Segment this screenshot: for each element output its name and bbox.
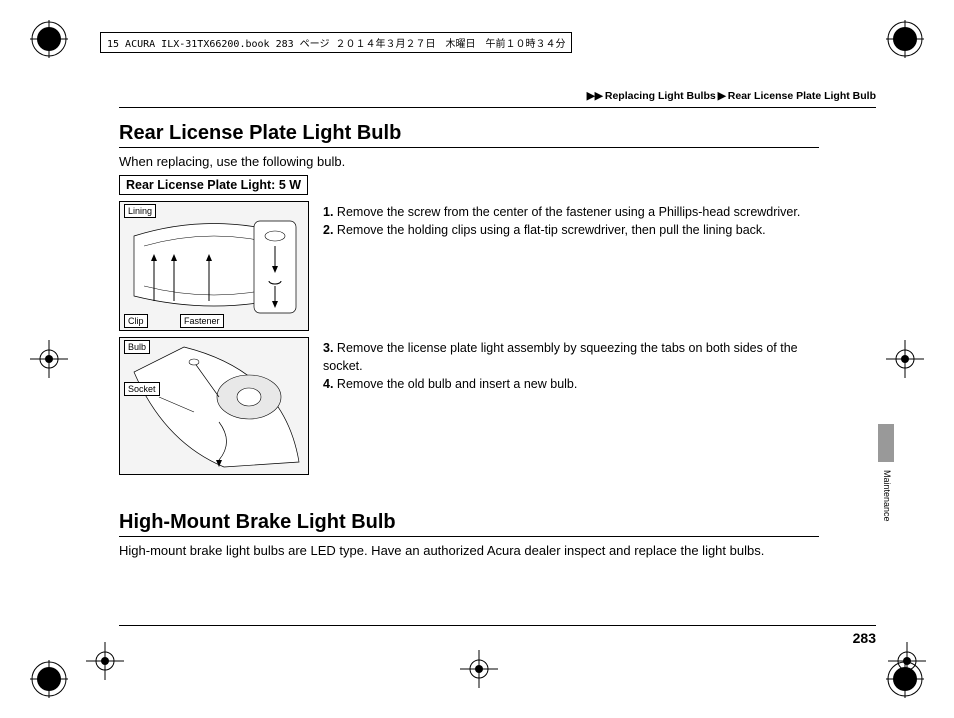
divider: [119, 147, 819, 148]
step-text: Remove the license plate light assembly …: [323, 341, 798, 373]
breadcrumb-arrow-icon: ▶: [718, 90, 726, 102]
diagram-label: Clip: [124, 314, 148, 328]
section-tab: [878, 424, 894, 462]
breadcrumb-part: Replacing Light Bulbs: [605, 90, 716, 102]
breadcrumb-part: Rear License Plate Light Bulb: [728, 90, 876, 102]
step-text: Remove the old bulb and insert a new bul…: [337, 377, 577, 391]
registration-mark-icon: [30, 20, 68, 58]
crosshair-icon: [460, 650, 498, 688]
spec-box: Rear License Plate Light: 5 W: [119, 175, 308, 195]
diagram-label: Lining: [124, 204, 156, 218]
diagram-label: Bulb: [124, 340, 150, 354]
diagram-label: Fastener: [180, 314, 224, 328]
intro-text: When replacing, use the following bulb.: [119, 154, 819, 169]
breadcrumb-arrow-icon: ▶▶: [587, 90, 603, 102]
section-tab-label: Maintenance: [882, 470, 892, 522]
registration-mark-icon: [886, 20, 924, 58]
document-header: 15 ACURA ILX-31TX66200.book 283 ページ ２０１４…: [100, 32, 572, 53]
crosshair-icon: [888, 642, 914, 668]
diagram-bulb: Bulb Socket: [119, 337, 309, 475]
section-title: Rear License Plate Light Bulb: [119, 122, 819, 145]
divider: [119, 107, 876, 108]
breadcrumb: ▶▶ Replacing Light Bulbs ▶ Rear License …: [587, 90, 876, 102]
step-text: Remove the screw from the center of the …: [337, 205, 800, 219]
step-list: 3. Remove the license plate light assemb…: [323, 337, 819, 475]
crosshair-icon: [886, 340, 924, 378]
section-title: High-Mount Brake Light Bulb: [119, 511, 819, 534]
section-body: High-mount brake light bulbs are LED typ…: [119, 543, 819, 558]
page-number: 283: [853, 630, 876, 646]
diagram-lining: Lining Clip Fastener: [119, 201, 309, 331]
diagram-label: Socket: [124, 382, 160, 396]
step-list: 1. Remove the screw from the center of t…: [323, 201, 800, 331]
step-text: Remove the holding clips using a flat-ti…: [337, 223, 766, 237]
registration-mark-icon: [30, 660, 68, 698]
crosshair-icon: [30, 340, 68, 378]
divider: [119, 536, 819, 537]
crosshair-icon: [86, 642, 112, 668]
divider: [119, 625, 876, 626]
